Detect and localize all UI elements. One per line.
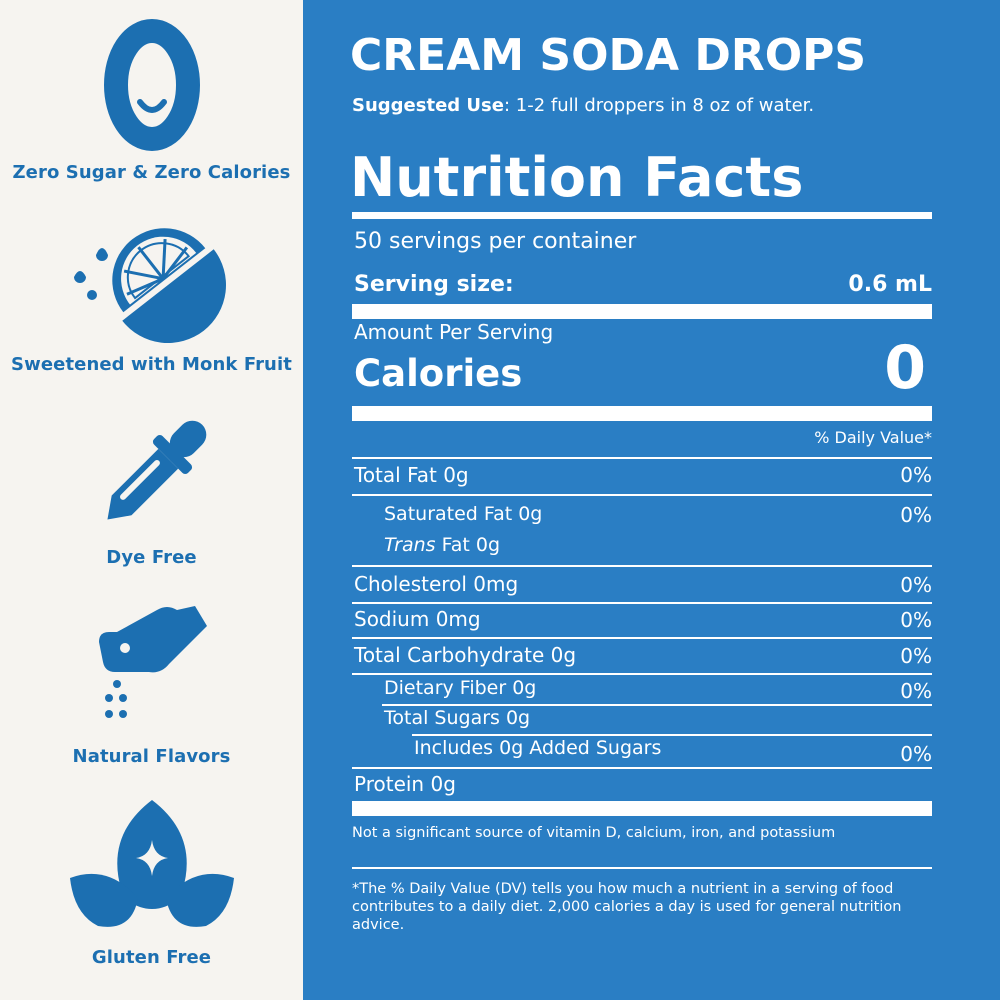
dropper-icon (107, 420, 207, 520)
divider (352, 637, 932, 639)
row-sodium: Sodium 0mg (354, 607, 481, 631)
row-cholesterol: Cholesterol 0mg (354, 572, 519, 596)
servings-per-container: 50 servings per container (354, 229, 637, 254)
divider (382, 704, 932, 706)
serving-size-value: 0.6 mL (848, 272, 932, 297)
row-protein: Protein 0g (354, 772, 456, 796)
nutrition-panel (303, 0, 1000, 1000)
trans-rest: Fat 0g (435, 534, 501, 556)
row-dietary-fiber: Dietary Fiber 0g (384, 677, 537, 699)
feature-label-monk-fruit: Sweetened with Monk Fruit (11, 354, 292, 375)
dv-total-fat: 0% (900, 463, 932, 487)
divider (352, 457, 932, 459)
divider (352, 602, 932, 604)
feature-label-dye-free: Dye Free (106, 547, 197, 568)
row-total-carbohydrate: Total Carbohydrate 0g (354, 643, 577, 667)
dv-dietary-fiber: 0% (900, 679, 932, 703)
daily-value-footnote: *The % Daily Value (DV) tells you how mu… (352, 881, 902, 933)
lemon-icon (74, 228, 226, 343)
calories-thick-rule (352, 406, 932, 421)
leaves-icon (70, 800, 234, 927)
product-title: CREAM SODA DROPS (350, 30, 867, 81)
row-total-fat: Total Fat 0g (354, 463, 469, 487)
dv-total-carbohydrate: 0% (900, 644, 932, 668)
features-panel: Zero Sugar & Zero Calories Sweetened wit… (0, 0, 303, 1000)
divider (412, 734, 932, 736)
amount-per-serving: Amount Per Serving (354, 320, 554, 344)
calories-value: 0 (884, 333, 926, 403)
divider (352, 494, 932, 496)
feature-label-gluten-free: Gluten Free (91, 947, 212, 968)
protein-thick-rule (352, 801, 932, 816)
divider (352, 565, 932, 567)
calories-label: Calories (354, 352, 523, 395)
dv-cholesterol: 0% (900, 573, 932, 597)
row-saturated-fat: Saturated Fat 0g (384, 503, 543, 525)
trans-italic: Trans (384, 534, 436, 556)
suggested-use-text: : 1-2 full droppers in 8 oz of water. (503, 95, 815, 116)
divider (352, 673, 932, 675)
feature-label-zero-sugar: Zero Sugar & Zero Calories (12, 162, 291, 183)
divider (352, 867, 932, 869)
divider (352, 767, 932, 769)
heading-rule (352, 212, 932, 219)
suggested-use-label: Suggested Use (352, 95, 504, 116)
suggested-use: Suggested Use: 1-2 full droppers in 8 oz… (352, 95, 814, 116)
nutrition-facts-heading: Nutrition Facts (350, 146, 804, 209)
row-total-sugars: Total Sugars 0g (384, 707, 531, 729)
dv-sodium: 0% (900, 608, 932, 632)
feature-label-natural-flavors: Natural Flavors (72, 746, 231, 767)
dv-saturated-fat: 0% (900, 503, 932, 527)
daily-value-header: % Daily Value* (814, 428, 932, 447)
dv-added-sugars: 0% (900, 742, 932, 766)
zero-icon (104, 19, 200, 151)
row-trans-fat: Trans Fat 0g (384, 534, 500, 556)
pinch-hand-icon (99, 606, 207, 718)
row-added-sugars: Includes 0g Added Sugars (414, 737, 662, 759)
serving-size-label: Serving size: (354, 272, 514, 297)
vitamin-note: Not a significant source of vitamin D, c… (352, 825, 836, 841)
serving-thick-rule (352, 304, 932, 319)
